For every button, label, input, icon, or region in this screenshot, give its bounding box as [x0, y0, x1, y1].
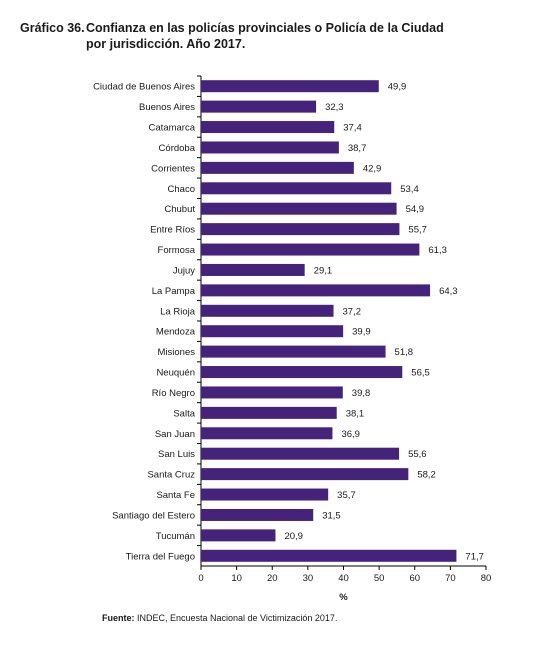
bar	[201, 304, 334, 317]
category-label: Río Negro	[152, 388, 195, 399]
category-label: Formosa	[158, 245, 196, 256]
value-label: 71,7	[465, 551, 484, 562]
bar	[201, 202, 397, 215]
x-tick-label: 20	[267, 573, 278, 584]
chart-number: Gráfico 36.	[20, 21, 85, 35]
value-label: 64,3	[439, 286, 458, 297]
value-label: 32,3	[325, 102, 344, 113]
bar	[201, 121, 335, 134]
category-label: Tierra del Fuego	[126, 551, 195, 562]
bar	[201, 447, 400, 460]
category-label: Jujuy	[173, 265, 195, 276]
bar	[201, 366, 403, 379]
value-label: 39,9	[352, 327, 371, 338]
value-label: 55,6	[408, 449, 427, 460]
x-tick-label: 50	[374, 573, 385, 584]
category-label: Misiones	[158, 347, 196, 358]
category-label: Tucumán	[156, 531, 195, 542]
x-tick-label: 70	[445, 573, 456, 584]
bar	[201, 386, 343, 399]
x-tick-label: 40	[338, 573, 349, 584]
value-label: 37,4	[343, 123, 362, 134]
x-tick-label: 0	[198, 573, 203, 584]
bar	[201, 141, 339, 154]
bar	[201, 263, 305, 276]
bar	[201, 182, 392, 195]
bar	[201, 406, 337, 419]
category-label: Córdoba	[159, 143, 196, 154]
bar	[201, 488, 329, 501]
bar	[201, 427, 333, 440]
bar	[201, 223, 400, 236]
x-axis-label: %	[339, 592, 348, 603]
category-label: San Luis	[158, 449, 195, 460]
value-label: 38,7	[348, 143, 367, 154]
category-label: La Pampa	[152, 286, 196, 297]
category-label: Salta	[173, 408, 195, 419]
value-label: 56,5	[411, 368, 430, 379]
category-label: Santa Fe	[156, 490, 195, 501]
value-label: 31,5	[322, 510, 341, 521]
value-label: 55,7	[408, 225, 427, 236]
title-line-2: por jurisdicción. Año 2017.	[86, 37, 246, 51]
category-label: Catamarca	[149, 123, 196, 134]
value-label: 54,9	[406, 204, 425, 215]
value-label: 51,8	[395, 347, 414, 358]
category-label: Santa Cruz	[147, 470, 195, 481]
category-label: Santiago del Estero	[112, 510, 195, 521]
value-label: 49,9	[388, 82, 407, 93]
category-label: Chaco	[168, 184, 195, 195]
category-label: Corrientes	[151, 163, 195, 174]
category-label: Entre Ríos	[150, 225, 195, 236]
value-label: 36,9	[341, 429, 360, 440]
value-label: 58,2	[417, 470, 436, 481]
category-label: La Rioja	[160, 306, 196, 317]
value-label: 42,9	[363, 163, 382, 174]
category-label: Neuquén	[156, 368, 195, 379]
value-label: 35,7	[337, 490, 356, 501]
x-tick-label: 60	[409, 573, 420, 584]
x-tick-label: 30	[303, 573, 314, 584]
value-label: 39,8	[352, 388, 371, 399]
chart-title: Gráfico 36.Confianza en las policías pro…	[20, 20, 520, 52]
category-label: Mendoza	[156, 327, 196, 338]
category-label: Chubut	[164, 204, 195, 215]
bar	[201, 161, 354, 174]
source-note: Fuente: INDEC, Encuesta Nacional de Vict…	[102, 613, 337, 623]
value-label: 29,1	[314, 265, 333, 276]
x-tick-label: 80	[481, 573, 492, 584]
bar	[201, 468, 409, 481]
category-label: San Juan	[155, 429, 195, 440]
bar	[201, 549, 457, 562]
bar	[201, 243, 420, 256]
bar	[201, 529, 276, 542]
bar	[201, 284, 431, 297]
bar	[201, 345, 386, 358]
value-label: 20,9	[284, 531, 303, 542]
category-label: Buenos Aires	[139, 102, 195, 113]
bar	[201, 325, 344, 338]
title-line-1: Confianza en las policías provinciales o…	[86, 21, 444, 35]
source-text: INDEC, Encuesta Nacional de Victimizació…	[134, 613, 338, 623]
x-tick-label: 10	[231, 573, 242, 584]
bar	[201, 100, 317, 113]
value-label: 37,2	[343, 306, 362, 317]
category-label: Ciudad de Buenos Aires	[93, 82, 195, 93]
source-label: Fuente:	[102, 613, 135, 623]
bar	[201, 80, 379, 93]
value-label: 61,3	[428, 245, 447, 256]
value-label: 53,4	[400, 184, 419, 195]
bar	[201, 508, 314, 521]
value-label: 38,1	[346, 408, 365, 419]
